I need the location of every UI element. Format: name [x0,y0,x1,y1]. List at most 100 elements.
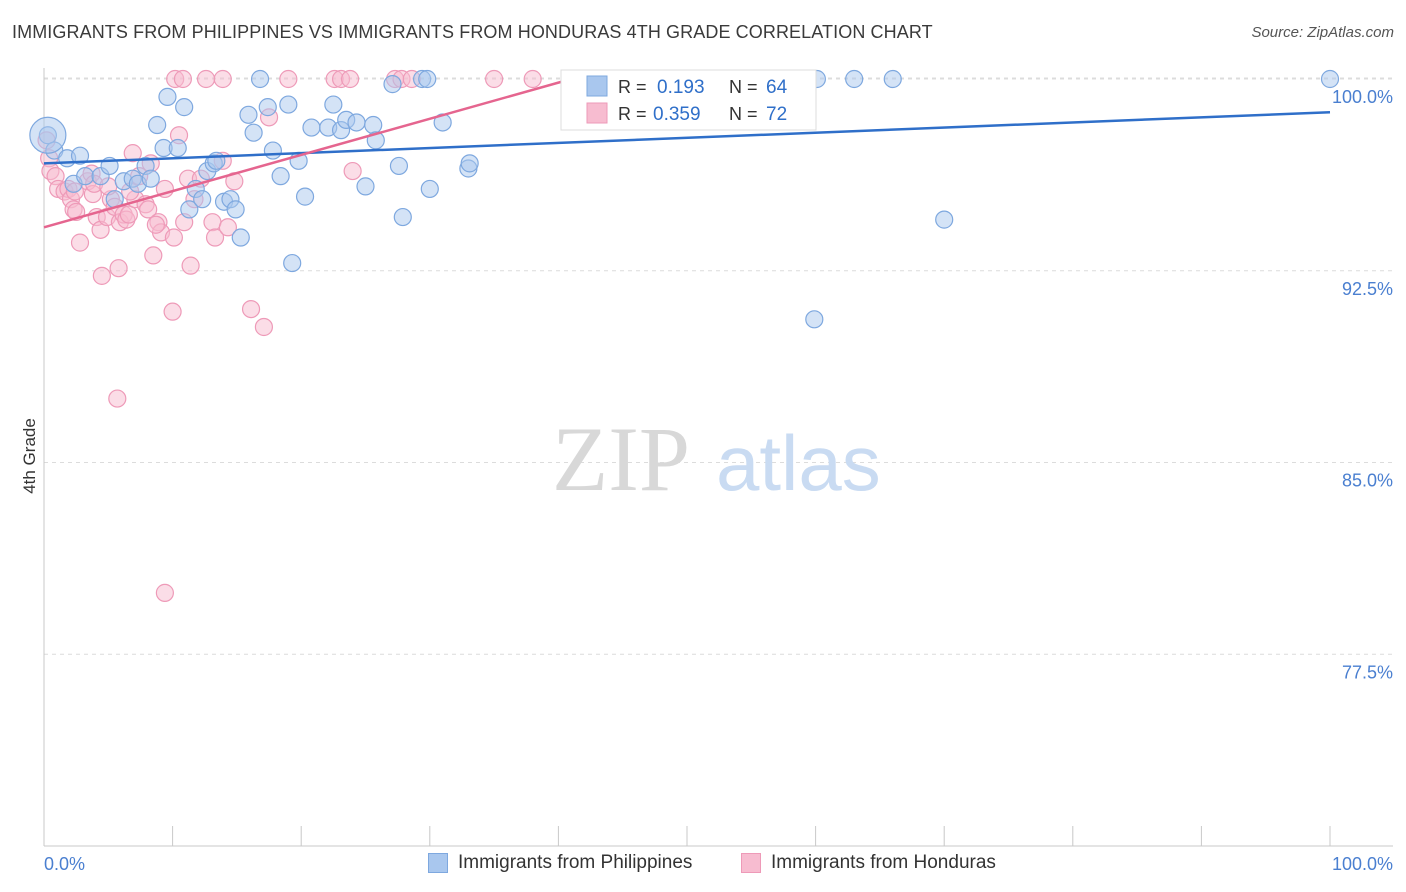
trendline-philippines [43,110,1331,165]
point-philippines [70,146,90,165]
point-philippines [418,69,437,89]
y-axis-label: 4th Grade [20,418,39,494]
point-honduras [205,228,225,247]
point-philippines [168,138,187,158]
point-honduras [70,233,90,252]
legend-n-value-2: 72 [766,104,787,125]
point-philippines [283,253,302,273]
point-honduras [164,228,183,247]
point-honduras [485,69,504,89]
legend-top: R = 0.193 N = 64 R = 0.359 N = 72 [560,69,817,131]
point-philippines [244,123,263,142]
point-honduras [279,69,298,89]
legend-label-philippines: Immigrants from Philippines [458,852,693,873]
watermark-atlas: atlas [716,419,881,507]
point-honduras [254,317,274,337]
legend-r-value-1: 0.193 [657,77,705,98]
point-philippines [389,156,409,176]
legend-bottom: Immigrants from Philippines Immigrants f… [0,852,1406,878]
legend-n-value-1: 64 [766,77,788,98]
point-philippines [239,105,258,124]
point-philippines [271,167,290,186]
y-tick-label: 92.5% [1342,279,1393,299]
point-honduras [213,69,232,89]
point-philippines [279,95,298,114]
legend-swatch-philippines-bottom [428,853,448,873]
point-honduras [218,218,237,237]
legend-n-label-2: N = [729,104,758,124]
point-philippines [460,154,479,173]
point-philippines [347,113,366,132]
point-philippines [383,75,402,94]
axes [43,68,1393,847]
point-philippines [295,187,315,206]
point-philippines [180,200,199,219]
x-tick-label-max: 100.0% [1332,854,1393,874]
point-honduras [340,69,360,89]
point-philippines [231,228,250,247]
x-tick-label-min: 0.0% [44,854,85,874]
legend-swatch-honduras [586,102,608,124]
legend-item-philippines: Immigrants from Philippines [428,852,692,874]
point-philippines-large [29,116,67,154]
point-honduras [163,302,182,321]
point-philippines [883,69,902,89]
y-tick-labels: 77.5% 85.0% 92.5% 100.0% [1332,87,1393,682]
point-philippines [845,69,864,89]
point-philippines [324,95,343,114]
chart-title: IMMIGRANTS FROM PHILIPPINES VS IMMIGRANT… [12,22,933,42]
point-philippines [148,115,167,135]
point-philippines [193,190,212,209]
point-honduras [92,266,111,285]
point-philippines [207,151,226,170]
point-philippines [258,98,277,117]
watermark-zip: ZIP [552,408,690,510]
watermark: ZIP atlas [552,408,881,510]
point-philippines [356,177,375,196]
point-philippines [1320,69,1340,89]
point-honduras [196,69,216,89]
point-honduras [203,213,222,232]
point-honduras [343,161,362,181]
point-philippines [76,167,95,186]
point-philippines [263,141,283,160]
point-philippines [420,179,439,199]
point-philippines [175,98,194,117]
point-honduras [155,583,174,602]
point-honduras [108,389,127,408]
legend-swatch-honduras-bottom [741,853,761,873]
point-honduras [523,69,542,89]
source-label: Source: ZipAtlas.com [1251,24,1394,41]
point-honduras [109,259,128,278]
point-philippines [226,200,245,219]
trendline-honduras [43,77,572,229]
point-philippines [158,87,177,106]
series-honduras-points [37,69,542,602]
point-honduras [144,246,163,265]
legend-r-value-2: 0.359 [653,104,701,125]
y-tick-label: 77.5% [1342,662,1393,682]
gridlines [44,77,1393,655]
legend-n-label-1: N = [729,77,758,97]
point-honduras [241,300,261,319]
point-honduras [173,69,192,89]
point-philippines [935,210,954,229]
point-honduras [119,205,138,224]
legend-item-honduras: Immigrants from Honduras [741,852,996,874]
legend-r-label-1: R = [618,77,647,97]
y-tick-label: 100.0% [1332,87,1393,107]
point-honduras [181,256,200,275]
point-philippines [302,118,321,137]
point-honduras [123,144,142,163]
y-tick-label: 85.0% [1342,471,1393,491]
point-philippines [364,115,383,135]
trendlines [43,77,1331,229]
point-honduras [146,215,165,234]
legend-swatch-philippines [586,75,608,97]
point-philippines [141,169,160,188]
legend-r-label-2: R = [618,104,647,124]
legend-label-honduras: Immigrants from Honduras [771,852,996,873]
series-philippines-points [29,69,1340,329]
point-philippines [805,310,824,329]
